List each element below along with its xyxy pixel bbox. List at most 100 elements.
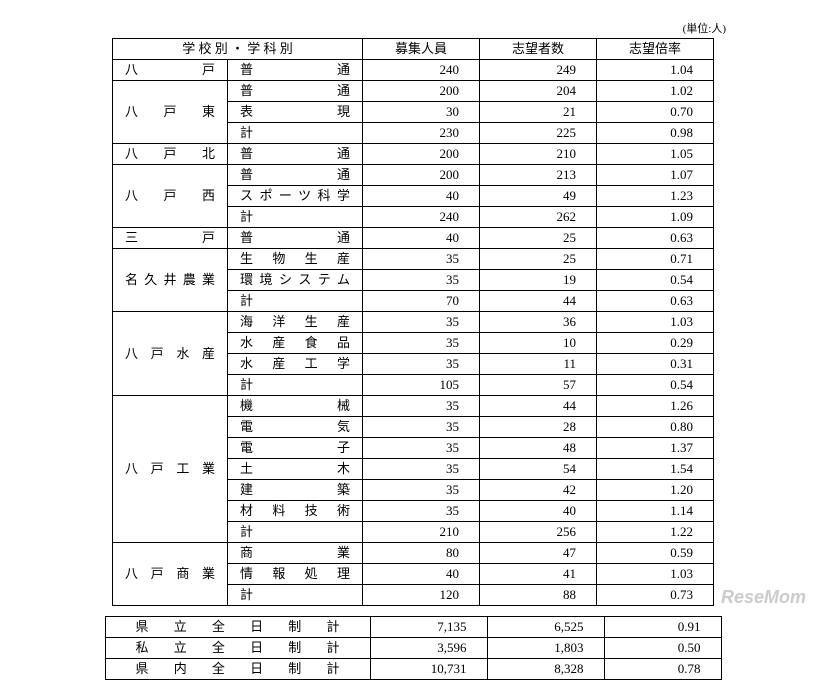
- capacity-cell: 120: [363, 585, 480, 606]
- applicants-cell: 19: [480, 270, 597, 291]
- ratio-cell: 0.59: [597, 543, 714, 564]
- dept-cell: 電気: [228, 417, 363, 438]
- ratio-cell: 1.22: [597, 522, 714, 543]
- applicants-cell: 57: [480, 375, 597, 396]
- header-capacity: 募集人員: [363, 39, 480, 60]
- applicants-cell: 42: [480, 480, 597, 501]
- table-row: 八戸水産海洋生産35361.03: [113, 312, 714, 333]
- applicants-cell: 213: [480, 165, 597, 186]
- applicants-cell: 204: [480, 81, 597, 102]
- applicants-cell: 25: [480, 249, 597, 270]
- capacity-cell: 35: [363, 270, 480, 291]
- capacity-cell: 35: [363, 501, 480, 522]
- ratio-cell: 1.37: [597, 438, 714, 459]
- applicants-cell: 28: [480, 417, 597, 438]
- dept-cell: 普通: [228, 60, 363, 81]
- table-row: 八戸普通2402491.04: [113, 60, 714, 81]
- totals-row: 私立全日制計3,5961,8030.50: [105, 638, 721, 659]
- ratio-cell: 0.98: [597, 123, 714, 144]
- dept-cell: 計: [228, 375, 363, 396]
- totals-row: 県内全日制計10,7318,3280.78: [105, 659, 721, 680]
- totals-table: 県立全日制計7,1356,5250.91私立全日制計3,5961,8030.50…: [105, 616, 722, 680]
- dept-cell: 計: [228, 123, 363, 144]
- dept-cell: 土木: [228, 459, 363, 480]
- school-cell: 八戸工業: [113, 396, 228, 543]
- capacity-cell: 105: [363, 375, 480, 396]
- school-cell: 八戸商業: [113, 543, 228, 606]
- dept-cell: 情報処理: [228, 564, 363, 585]
- totals-label: 県内全日制計: [105, 659, 370, 680]
- capacity-cell: 30: [363, 102, 480, 123]
- applicants-cell: 88: [480, 585, 597, 606]
- ratio-cell: 0.63: [597, 228, 714, 249]
- capacity-cell: 200: [363, 165, 480, 186]
- dept-cell: 水産工学: [228, 354, 363, 375]
- dept-cell: 環境システム: [228, 270, 363, 291]
- ratio-cell: 1.02: [597, 81, 714, 102]
- totals-ratio: 0.50: [604, 638, 721, 659]
- school-cell: 八戸: [113, 60, 228, 81]
- applicants-cell: 44: [480, 396, 597, 417]
- watermark: ReseMom: [721, 587, 806, 608]
- capacity-cell: 70: [363, 291, 480, 312]
- capacity-cell: 240: [363, 60, 480, 81]
- capacity-cell: 35: [363, 396, 480, 417]
- capacity-cell: 35: [363, 459, 480, 480]
- header-school-dept: 学 校 別 ・ 学 科 別: [113, 39, 363, 60]
- ratio-cell: 0.63: [597, 291, 714, 312]
- capacity-cell: 210: [363, 522, 480, 543]
- totals-cap: 10,731: [370, 659, 487, 680]
- ratio-cell: 1.04: [597, 60, 714, 81]
- school-cell: 八戸東: [113, 81, 228, 144]
- capacity-cell: 200: [363, 144, 480, 165]
- applicants-cell: 225: [480, 123, 597, 144]
- ratio-cell: 0.71: [597, 249, 714, 270]
- dept-cell: 普通: [228, 144, 363, 165]
- applicants-cell: 210: [480, 144, 597, 165]
- capacity-cell: 35: [363, 312, 480, 333]
- applicants-cell: 11: [480, 354, 597, 375]
- table-row: 八戸西普通2002131.07: [113, 165, 714, 186]
- ratio-cell: 0.80: [597, 417, 714, 438]
- dept-cell: 機械: [228, 396, 363, 417]
- ratio-cell: 0.70: [597, 102, 714, 123]
- dept-cell: 計: [228, 522, 363, 543]
- capacity-cell: 40: [363, 228, 480, 249]
- applicants-cell: 40: [480, 501, 597, 522]
- table-row: 八戸工業機械35441.26: [113, 396, 714, 417]
- ratio-cell: 1.03: [597, 564, 714, 585]
- header-ratio: 志望倍率: [597, 39, 714, 60]
- ratio-cell: 0.54: [597, 270, 714, 291]
- dept-cell: 普通: [228, 165, 363, 186]
- capacity-cell: 35: [363, 417, 480, 438]
- dept-cell: 水産食品: [228, 333, 363, 354]
- ratio-cell: 1.03: [597, 312, 714, 333]
- capacity-cell: 200: [363, 81, 480, 102]
- ratio-cell: 1.20: [597, 480, 714, 501]
- school-cell: 八戸北: [113, 144, 228, 165]
- applicants-cell: 49: [480, 186, 597, 207]
- dept-cell: 計: [228, 207, 363, 228]
- dept-cell: 海洋生産: [228, 312, 363, 333]
- table-row: 三戸普通40250.63: [113, 228, 714, 249]
- applicants-cell: 41: [480, 564, 597, 585]
- ratio-cell: 0.54: [597, 375, 714, 396]
- applicants-cell: 10: [480, 333, 597, 354]
- table-row: 名久井農業生物生産35250.71: [113, 249, 714, 270]
- totals-ratio: 0.78: [604, 659, 721, 680]
- school-cell: 八戸西: [113, 165, 228, 228]
- dept-cell: 商業: [228, 543, 363, 564]
- unit-label: (単位:人): [40, 20, 786, 36]
- applicants-cell: 44: [480, 291, 597, 312]
- dept-cell: 計: [228, 585, 363, 606]
- applicants-cell: 21: [480, 102, 597, 123]
- ratio-cell: 1.07: [597, 165, 714, 186]
- header-row: 学 校 別 ・ 学 科 別 募集人員 志望者数 志望倍率: [113, 39, 714, 60]
- applicants-cell: 256: [480, 522, 597, 543]
- school-cell: 名久井農業: [113, 249, 228, 312]
- ratio-cell: 0.73: [597, 585, 714, 606]
- ratio-cell: 1.05: [597, 144, 714, 165]
- ratio-cell: 0.31: [597, 354, 714, 375]
- header-applicants: 志望者数: [480, 39, 597, 60]
- applicants-cell: 47: [480, 543, 597, 564]
